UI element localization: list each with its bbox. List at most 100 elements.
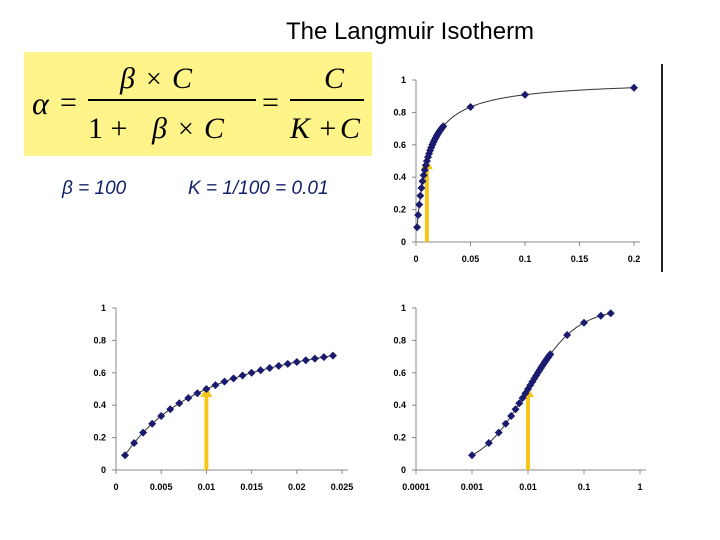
y-tick-label: 0.8 — [393, 107, 406, 117]
eq-den-times: × — [178, 114, 194, 145]
data-point — [468, 451, 476, 460]
y-tick-label: 0.4 — [393, 400, 406, 410]
eq-num2-c: C — [324, 62, 345, 95]
eq-equals-1: = — [60, 86, 77, 119]
x-tick-label: 0.1 — [519, 254, 532, 264]
data-point — [301, 356, 310, 365]
x-tick-label: 0.02 — [288, 482, 306, 492]
eq-den-beta: β — [151, 112, 167, 145]
y-tick-label: 0.2 — [393, 433, 406, 443]
data-point — [418, 177, 427, 186]
data-point — [439, 122, 448, 131]
data-point — [121, 451, 130, 460]
x-tick-label: 0.0001 — [402, 482, 430, 492]
data-point — [494, 428, 503, 437]
data-point — [413, 223, 422, 232]
data-point — [501, 419, 510, 428]
y-tick-label: 0.2 — [393, 205, 406, 215]
data-point — [511, 405, 520, 414]
x-tick-label: 0.05 — [462, 254, 480, 264]
y-tick-label: 0.8 — [393, 335, 406, 345]
y-tick-label: 0 — [101, 465, 106, 475]
x-tick-label: 0.2 — [628, 254, 641, 264]
eq-num-times: × — [146, 64, 162, 95]
data-point — [630, 83, 638, 92]
y-tick-label: 0.4 — [393, 172, 406, 182]
x-tick-label: 0.015 — [240, 482, 263, 492]
x-tick-label: 0.1 — [578, 482, 591, 492]
data-point — [414, 211, 423, 219]
langmuir-equation: α = β × C 1 + β × C = C K + C — [24, 52, 372, 156]
data-point — [521, 90, 529, 99]
y-tick-label: 0 — [401, 465, 406, 475]
y-tick-label: 1 — [401, 75, 406, 85]
eq-den2-k: K + — [289, 112, 338, 145]
y-tick-label: 0.6 — [393, 140, 406, 150]
data-point — [157, 412, 166, 420]
data-point — [606, 309, 615, 318]
y-tick-label: 0.8 — [93, 335, 106, 345]
x-tick-label: 0.01 — [198, 482, 216, 492]
beta-value: β = 100 — [62, 178, 127, 199]
x-tick-label: 0.025 — [331, 482, 354, 492]
data-point — [220, 377, 229, 386]
data-point — [193, 389, 202, 398]
data-point — [247, 368, 256, 377]
data-point — [580, 318, 588, 327]
fit-curve — [471, 312, 611, 456]
data-point — [283, 359, 292, 368]
page-title: The Langmuir Isotherm — [285, 18, 535, 45]
divider-line — [661, 64, 663, 272]
data-point — [202, 385, 211, 393]
data-point — [515, 399, 524, 408]
data-point — [319, 353, 328, 362]
data-point — [211, 381, 220, 390]
data-point — [546, 350, 555, 359]
data-point — [166, 405, 175, 414]
eq-equals-2: = — [262, 86, 279, 119]
data-point — [238, 371, 247, 380]
x-tick-label: 0.001 — [461, 482, 484, 492]
data-point — [130, 439, 139, 447]
data-point — [466, 103, 475, 111]
data-point — [419, 171, 428, 180]
data-point — [274, 361, 283, 370]
y-tick-label: 0 — [401, 237, 406, 247]
x-tick-label: 0.005 — [150, 482, 173, 492]
data-point — [148, 419, 157, 428]
data-point — [292, 358, 301, 366]
data-point — [484, 439, 493, 447]
data-point — [256, 366, 265, 375]
eq-den-one-plus: 1 + — [88, 112, 127, 145]
y-tick-label: 0.6 — [393, 368, 406, 378]
y-tick-label: 1 — [401, 303, 406, 313]
eq-den2-c: C — [340, 112, 361, 145]
equation-svg: α = β × C 1 + β × C = C K + C — [32, 62, 364, 145]
data-point — [184, 394, 193, 402]
x-tick-label: 0.01 — [519, 482, 537, 492]
eq-alpha: α — [32, 85, 50, 121]
y-tick-label: 1 — [101, 303, 106, 313]
eq-num-beta: β — [119, 62, 135, 95]
data-point — [507, 412, 516, 420]
data-point — [563, 331, 572, 339]
data-point — [596, 311, 605, 320]
y-tick-label: 0.2 — [93, 433, 106, 443]
y-tick-label: 0.4 — [93, 400, 106, 410]
data-point — [310, 354, 319, 363]
data-point — [415, 200, 424, 209]
eq-den-c: C — [204, 112, 225, 145]
x-tick-label: 1 — [637, 482, 642, 492]
x-tick-label: 0.15 — [571, 254, 589, 264]
data-point — [229, 374, 238, 383]
x-tick-label: 0 — [113, 482, 118, 492]
data-point — [175, 399, 184, 408]
data-point — [328, 351, 337, 360]
x-tick-label: 0 — [413, 254, 418, 264]
data-point — [139, 428, 148, 437]
eq-num-c: C — [172, 62, 193, 95]
data-point — [416, 191, 425, 200]
